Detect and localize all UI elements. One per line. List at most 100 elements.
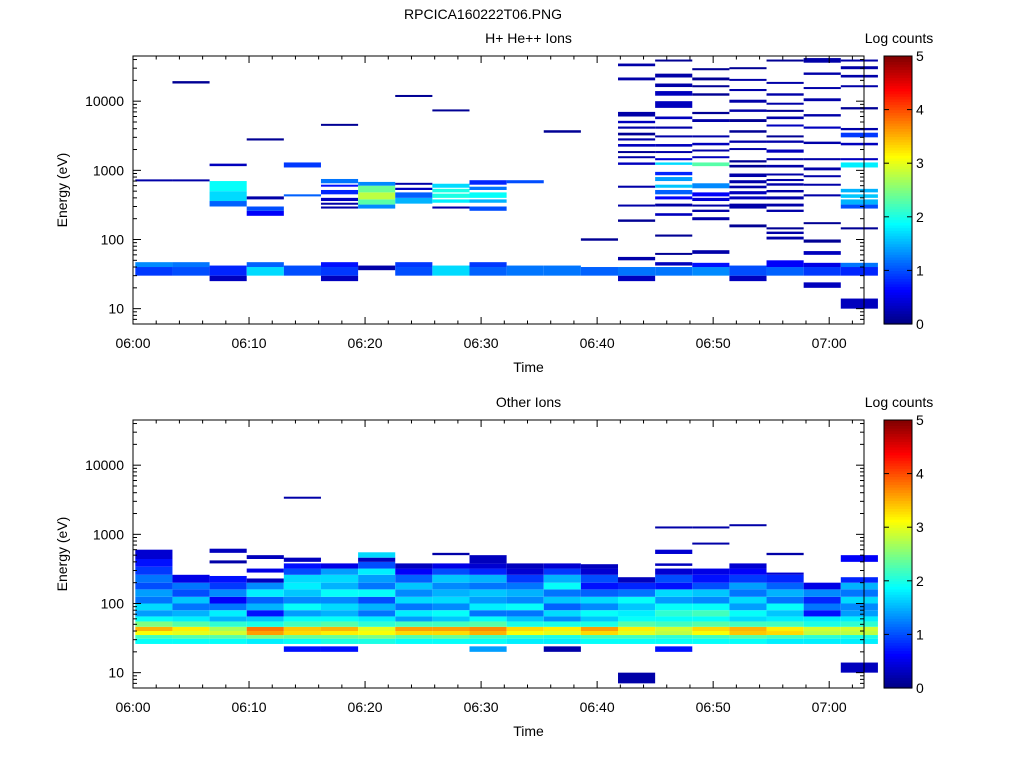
colorbar-band: [884, 567, 912, 571]
heatmap-cell: [543, 589, 581, 597]
heatmap-cell: [655, 73, 693, 78]
plot-frame: [132, 55, 865, 325]
colorbar-band: [884, 543, 912, 547]
heatmap-cell: [618, 596, 656, 604]
x-tick-label: 06:30: [464, 335, 499, 351]
colorbar-band: [884, 297, 912, 301]
heatmap-cell: [803, 126, 841, 129]
heatmap-cell: [506, 626, 544, 632]
heatmap-cell: [580, 596, 619, 604]
heatmap-cell: [172, 262, 210, 268]
heatmap-cell: [395, 197, 433, 204]
heatmap-cell: [543, 574, 581, 583]
heatmap-cell: [655, 101, 693, 108]
colorbar-band: [884, 554, 912, 558]
heatmap-cell: [506, 616, 544, 622]
heatmap-cell: [692, 93, 730, 96]
colorbar-band: [884, 163, 912, 167]
colorbar-band: [884, 532, 912, 536]
heatmap-cell: [580, 638, 619, 644]
heatmap-cell: [803, 98, 841, 102]
colorbar-band: [884, 187, 912, 191]
colorbar-band: [884, 131, 912, 135]
colorbar-band: [884, 669, 912, 673]
colorbar-band: [884, 438, 912, 443]
colorbar-band: [884, 101, 912, 105]
heatmap-cell: [283, 616, 321, 622]
heatmap-cell: [469, 199, 507, 203]
heatmap-cell: [803, 610, 841, 617]
colorbar-band: [884, 586, 912, 590]
colorbar-band: [884, 152, 912, 156]
heatmap-cell: [395, 631, 433, 636]
colorbar-band: [884, 168, 912, 172]
heatmap-cell: [618, 120, 656, 124]
colorbar-band: [884, 422, 912, 426]
heatmap-cell: [655, 635, 693, 639]
heatmap-cells: [135, 496, 878, 684]
heatmap-cell: [618, 267, 656, 276]
heatmap-cell: [655, 116, 693, 120]
heatmap-cell: [840, 59, 878, 62]
heatmap-cell: [469, 626, 507, 632]
colorbar-band: [884, 120, 912, 124]
heatmap-cell: [246, 582, 284, 590]
heatmap-cell: [840, 142, 878, 146]
heatmap-cell: [692, 68, 730, 71]
heatmap-cell: [172, 596, 210, 604]
heatmap-cell: [766, 140, 804, 143]
heatmap-cell: [618, 577, 656, 583]
heatmap-cell: [618, 589, 656, 597]
heatmap-cell: [246, 596, 284, 604]
heatmap-cell: [469, 568, 507, 575]
heatmap-cell: [395, 626, 433, 632]
heatmap-cell: [135, 262, 173, 268]
heatmap-cell: [766, 638, 804, 644]
heatmap-cell: [840, 132, 878, 138]
heatmap-cell: [469, 262, 507, 268]
heatmap-cell: [766, 109, 804, 112]
heatmap-cell: [766, 267, 804, 276]
panel-title: Other Ions: [496, 394, 561, 410]
heatmap-cell: [692, 77, 730, 81]
colorbar-band: [884, 505, 912, 510]
heatmap-cell: [692, 250, 730, 254]
heatmap-cell: [729, 568, 767, 575]
colorbar-band: [884, 481, 912, 485]
colorbar-band: [884, 291, 912, 296]
heatmap-cell: [692, 156, 730, 159]
heatmap-cell: [395, 582, 433, 590]
heatmap-cell: [246, 210, 284, 216]
heatmap-cell: [729, 180, 767, 184]
heatmap-cell: [246, 138, 284, 141]
heatmap-cell: [655, 158, 693, 161]
heatmap-cell: [395, 616, 433, 622]
colorbar-tick-label: 5: [916, 412, 924, 428]
heatmap-cell: [395, 638, 433, 644]
heatmap-cell: [135, 549, 173, 559]
colorbar-band: [884, 508, 912, 512]
colorbar-band: [884, 77, 912, 81]
colorbar-tick-label: 1: [916, 626, 924, 642]
heatmap-cell: [766, 626, 804, 632]
heatmap-cell: [469, 555, 507, 564]
heatmap-cell: [543, 616, 581, 622]
heatmap-cell: [766, 102, 804, 105]
heatmap-cell: [358, 635, 396, 639]
heatmap-cell: [766, 582, 804, 590]
heatmap-cell: [618, 672, 656, 684]
colorbar-tick-label: 4: [916, 102, 924, 118]
heatmap-cell: [766, 203, 804, 207]
heatmap-cell: [618, 638, 656, 644]
colorbar: 0 1 2 3 4 5 Log counts: [865, 30, 934, 332]
colorbar-band: [884, 211, 912, 215]
heatmap-cell: [209, 596, 247, 604]
heatmap-cell: [692, 162, 730, 167]
heatmap-cell: [358, 192, 396, 200]
colorbar-band: [884, 602, 912, 606]
heatmap-cell: [172, 81, 210, 84]
heatmap-cell: [543, 646, 581, 652]
heatmap-cell: [320, 197, 359, 202]
heatmap-cell: [766, 227, 804, 230]
heatmap-cell: [803, 626, 841, 632]
